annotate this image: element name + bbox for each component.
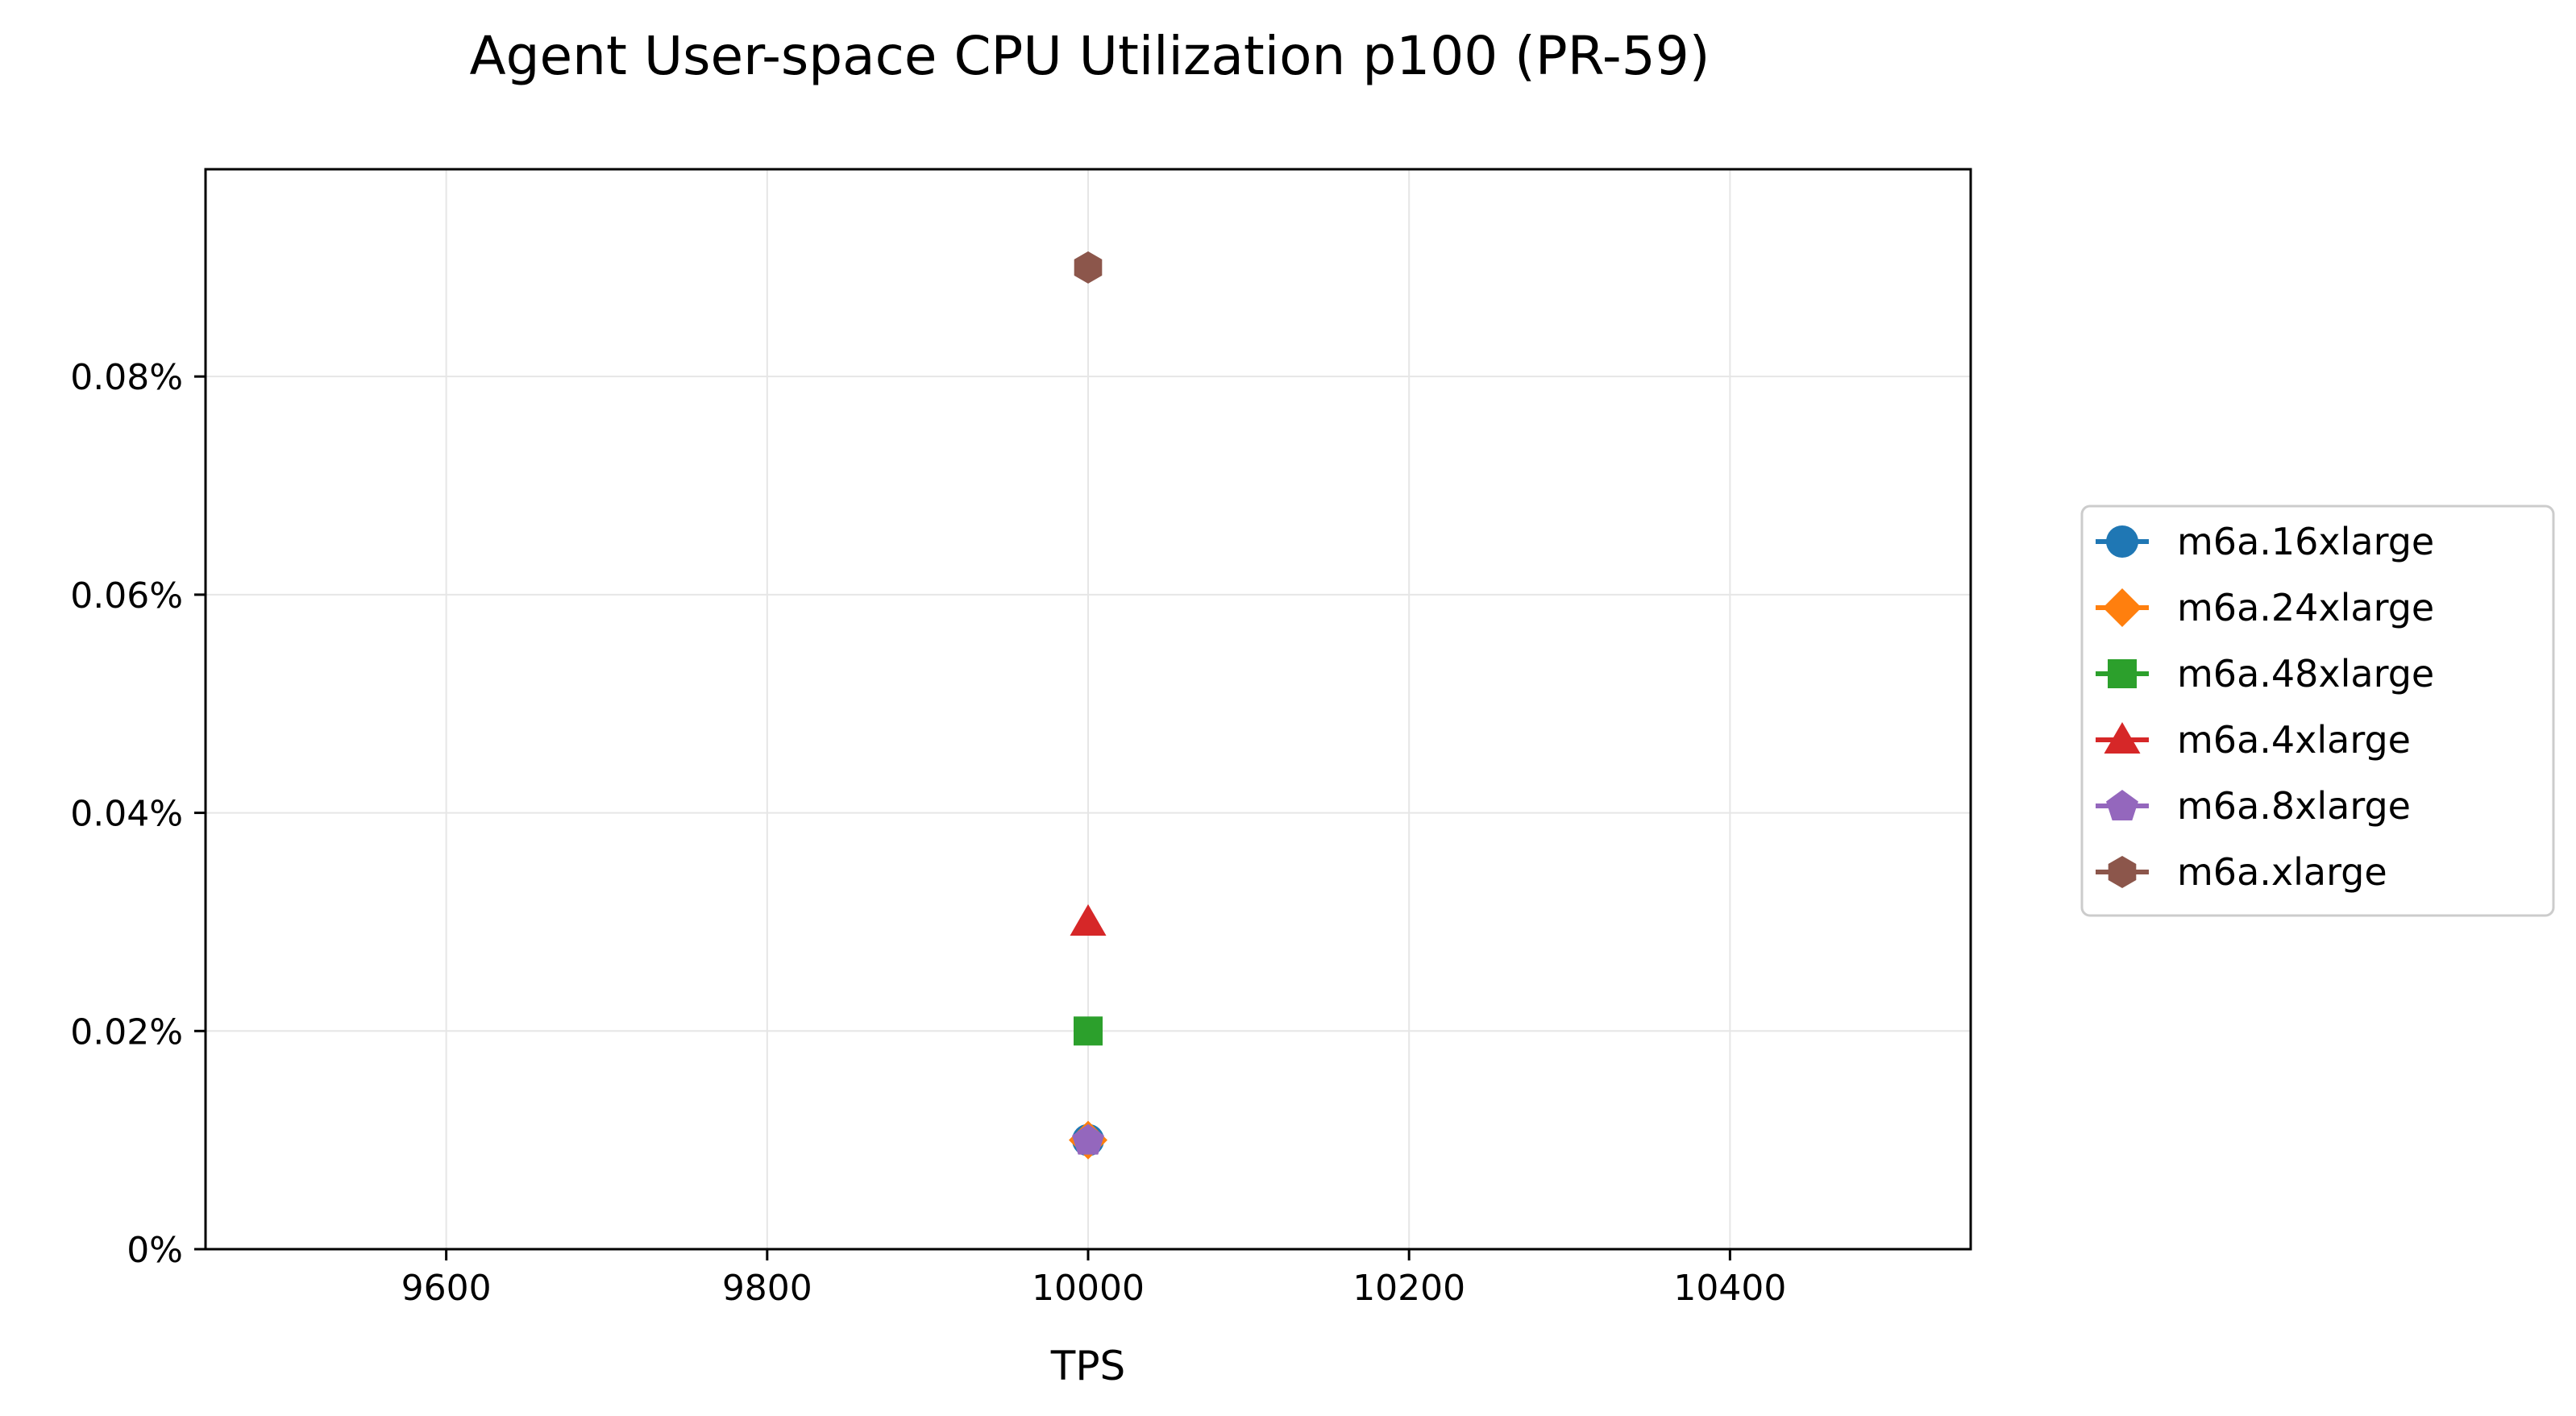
legend-item: m6a.4xlarge [2096, 718, 2411, 762]
data-point-m6a-xlarge [1074, 251, 1103, 284]
y-tick-label: 0% [127, 1230, 183, 1271]
legend-marker [2106, 525, 2138, 558]
data-point-m6a-48xlarge [1074, 1016, 1103, 1046]
x-axis-label: TPS [1050, 1343, 1125, 1389]
legend-label: m6a.xlarge [2177, 850, 2387, 894]
legend-item: m6a.16xlarge [2096, 520, 2434, 563]
legend-item: m6a.xlarge [2096, 850, 2387, 894]
legend-item: m6a.48xlarge [2096, 652, 2434, 696]
legend-marker [2108, 659, 2137, 688]
y-tick-label: 0.04% [70, 794, 183, 835]
x-axis: 9600 9800 10000 10200 10400 [401, 1249, 1786, 1309]
x-tick-label: 10400 [1673, 1268, 1786, 1309]
chart-title: Agent User-space CPU Utilization p100 (P… [470, 25, 1710, 87]
y-tick-label: 0.06% [70, 575, 183, 617]
legend-label: m6a.8xlarge [2177, 784, 2411, 828]
legend-item: m6a.24xlarge [2096, 586, 2434, 629]
legend: m6a.16xlarge m6a.24xlarge m6a.48xlarge m6a.… [2080, 505, 2555, 917]
legend-frame [2080, 505, 2555, 917]
legend-marker [2103, 588, 2142, 627]
legend-item: m6a.8xlarge [2096, 784, 2411, 828]
data-point-m6a-4xlarge [1070, 903, 1107, 936]
legend-label: m6a.4xlarge [2177, 718, 2411, 762]
legend-label: m6a.16xlarge [2177, 520, 2434, 563]
legend-marker [2104, 722, 2141, 754]
x-tick-label: 10000 [1032, 1268, 1145, 1309]
legend-marker [2106, 790, 2138, 820]
y-tick-label: 0.08% [70, 357, 183, 398]
x-tick-label: 10200 [1352, 1268, 1465, 1309]
legend-label: m6a.48xlarge [2177, 652, 2434, 696]
data-point-m6a-8xlarge [1072, 1123, 1104, 1155]
x-tick-label: 9600 [401, 1268, 492, 1309]
data-points [1069, 251, 1107, 1160]
legend-marker [2108, 856, 2137, 888]
y-axis: 0% 0.02% 0.04% 0.06% 0.08% [70, 357, 206, 1271]
y-tick-label: 0.02% [70, 1011, 183, 1053]
x-tick-label: 9800 [722, 1268, 812, 1309]
legend-label: m6a.24xlarge [2177, 586, 2434, 629]
